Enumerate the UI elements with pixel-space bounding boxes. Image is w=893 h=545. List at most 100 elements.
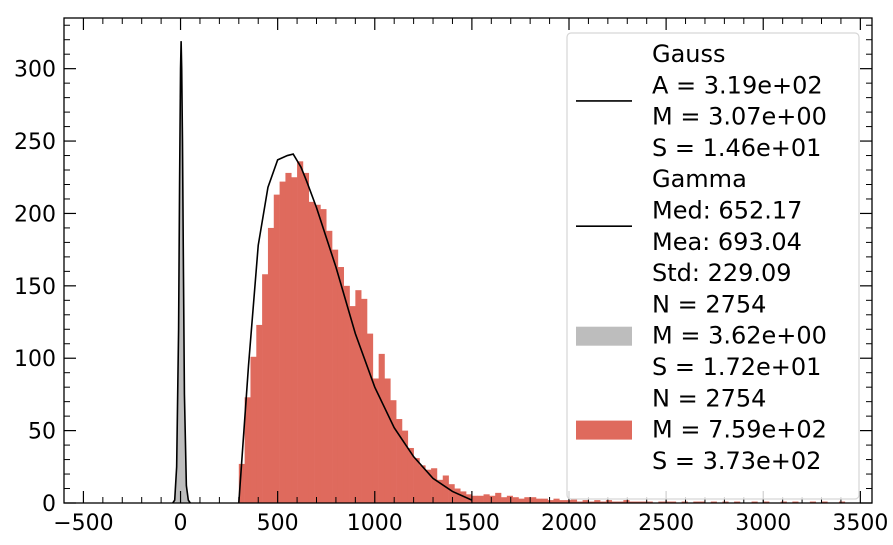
x-tick-label: 2500 — [638, 511, 694, 536]
legend-entry-text: M = 3.07e+00 — [652, 103, 827, 131]
histogram-bar — [361, 298, 368, 503]
y-tick-label: 200 — [14, 202, 56, 227]
legend-entry-text: S = 3.73e+02 — [652, 447, 821, 475]
histogram-bar — [792, 501, 799, 503]
axes: −500 0 500 1000 1500 2000 2500 3000 350005010015… — [14, 17, 888, 536]
histogram-bar — [343, 285, 350, 503]
histogram-bar — [681, 501, 688, 503]
histogram-bar — [600, 501, 607, 503]
x-tick-label: 3500 — [832, 511, 888, 536]
gamma-fit-line — [238, 153, 473, 504]
histogram-bar — [780, 501, 787, 503]
legend-entry-text: M = 3.62e+00 — [652, 322, 827, 350]
histogram-bar — [238, 463, 245, 503]
histogram-bar — [594, 500, 601, 503]
histogram-bar — [297, 161, 304, 503]
histogram-bar — [489, 495, 496, 503]
histogram-bar — [640, 501, 647, 503]
legend-patch-handle — [576, 420, 632, 440]
histogram-bar — [460, 491, 467, 503]
histogram-bar — [710, 501, 717, 503]
x-tick-label: 500 — [257, 511, 299, 536]
plot-frame — [63, 17, 873, 504]
histogram-bar — [588, 501, 595, 503]
histogram-bar — [267, 227, 275, 504]
x-tick-label: 1000 — [347, 511, 403, 536]
histogram-bar — [367, 333, 374, 503]
histogram-bar — [419, 465, 426, 503]
histogram-bar — [524, 497, 531, 503]
histogram-bar — [693, 501, 700, 503]
histogram-bar — [279, 181, 286, 503]
histogram-bar — [384, 378, 391, 503]
histogram-bar — [355, 290, 362, 503]
histogram-bar — [576, 501, 583, 503]
histogram-bar — [629, 501, 636, 503]
y-tick-label: 300 — [14, 58, 56, 83]
histogram-bar — [722, 501, 729, 503]
histogram-bar — [250, 356, 257, 503]
x-tick-label: 0 — [174, 511, 188, 536]
histogram-bar — [512, 497, 519, 503]
histogram-bar — [535, 498, 543, 503]
histogram-bar — [349, 306, 356, 503]
histogram-bar — [518, 498, 525, 503]
histogram-bar — [337, 267, 344, 503]
legend-entry-text: Gauss — [652, 40, 726, 68]
histogram-bar — [262, 274, 269, 503]
x-tick-label: 3000 — [735, 511, 791, 536]
histogram-bar — [699, 501, 706, 503]
histogram-bar — [442, 475, 449, 503]
histogram-bar — [547, 500, 554, 503]
histogram-bar — [646, 501, 653, 503]
legend-entry-text: N = 2754 — [652, 384, 766, 412]
histogram-bar — [570, 498, 578, 503]
x-tick-label: −500 — [53, 511, 113, 536]
histogram-bar — [611, 501, 618, 503]
y-tick-label: 250 — [14, 130, 56, 155]
histogram-bar — [623, 500, 630, 503]
legend-entry-text: M = 7.59e+02 — [652, 416, 827, 444]
histogram-bar — [401, 430, 409, 503]
histogram-bar — [617, 501, 624, 503]
histogram-bar — [838, 501, 846, 503]
legend-patch-handle — [576, 326, 632, 346]
legend-entry-text: Gamma — [652, 165, 747, 193]
x-tick-label: 2000 — [541, 511, 597, 536]
legend-entry-text: Med: 652.17 — [652, 197, 802, 225]
histogram-bar — [320, 209, 327, 503]
histogram-bar — [541, 498, 548, 503]
histogram-bar — [454, 488, 461, 503]
histogram-bar — [291, 177, 298, 504]
x-tick-label: 1500 — [444, 511, 500, 536]
histogram-bar — [332, 249, 339, 503]
histogram-bar — [751, 501, 758, 503]
histogram-bar — [396, 419, 403, 503]
y-tick-label: 150 — [14, 275, 56, 300]
histogram-bar — [582, 500, 589, 503]
histogram-bar — [501, 497, 508, 503]
histogram-bar — [273, 194, 280, 503]
histogram-bar — [425, 469, 432, 503]
histogram-bar — [664, 501, 671, 503]
histogram-bar — [506, 495, 513, 503]
histogram-bar — [244, 397, 251, 503]
histogram-bar — [605, 500, 613, 503]
histogram-bar — [372, 378, 379, 503]
histogram-bar — [734, 501, 741, 503]
legend-entry-text: Mea: 693.04 — [652, 228, 802, 256]
histogram-bar — [553, 498, 560, 503]
histogram-bar — [809, 501, 816, 503]
histogram-bar — [658, 501, 665, 503]
legend: Gauss A = 3.19e+02 M = 3.07e+00 S = 1.46e+0… — [566, 32, 860, 500]
histogram-bar — [670, 501, 677, 503]
histogram-bar — [308, 201, 315, 504]
histogram-bar — [314, 204, 321, 503]
histogram-bar — [471, 495, 479, 503]
y-tick-label: 0 — [42, 492, 56, 517]
histogram-bar — [407, 447, 414, 503]
histogram-bar — [565, 500, 572, 503]
grey-histogram-area — [172, 41, 191, 503]
histogram-bar — [635, 501, 642, 503]
